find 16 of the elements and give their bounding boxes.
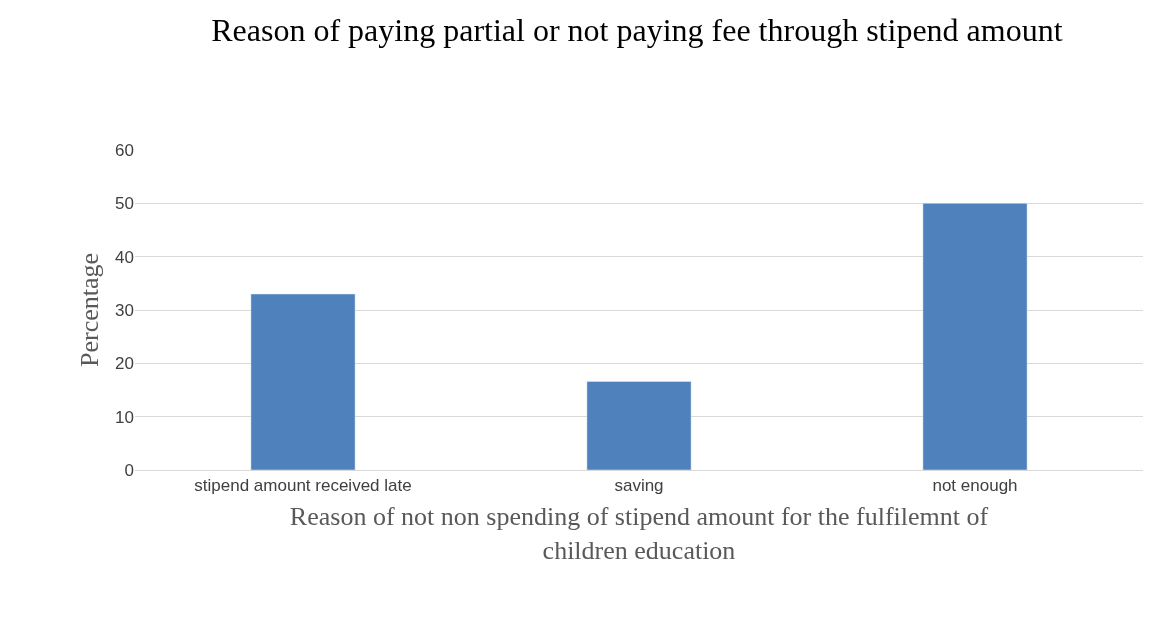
- bar: [922, 203, 1028, 470]
- x-tick-label: stipend amount received late: [194, 476, 412, 496]
- x-tick-label: not enough: [932, 476, 1018, 496]
- y-tick-label: 40: [115, 247, 134, 267]
- chart-title: Reason of paying partial or not paying fee through stipend amount: [211, 12, 1063, 49]
- y-tick-label: 0: [124, 460, 134, 480]
- y-tick-label: 30: [115, 300, 134, 320]
- y-tick-label: 10: [115, 407, 134, 427]
- x-tick-label: saving: [614, 476, 664, 496]
- y-tick-label: 50: [115, 194, 134, 214]
- x-axis-title: Reason of not non spending of stipend amount for the fulfilemnt of children education: [289, 502, 989, 565]
- y-tick-label: 60: [115, 140, 134, 160]
- y-tick-label: 20: [115, 354, 134, 374]
- bar: [250, 293, 356, 470]
- bar: [586, 381, 692, 470]
- y-axis-title: Percentage: [75, 252, 105, 368]
